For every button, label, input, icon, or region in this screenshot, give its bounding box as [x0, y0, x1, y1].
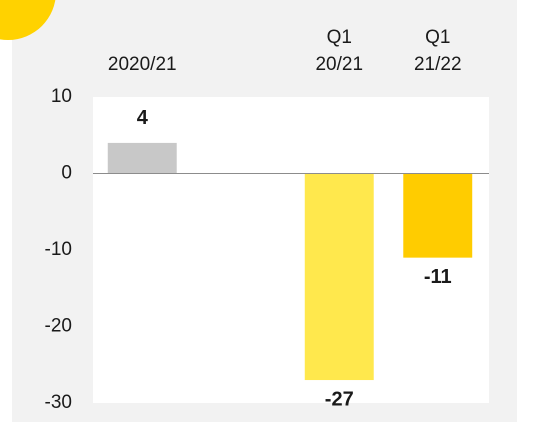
decor-circle — [0, 0, 56, 40]
value-label: 4 — [137, 107, 149, 129]
y-tick-label: -20 — [45, 316, 72, 337]
value-label: -11 — [424, 266, 452, 288]
y-tick-label: 10 — [51, 86, 72, 107]
y-tick-label: -30 — [45, 392, 72, 413]
x-tick-label: 2020/21 — [108, 54, 177, 75]
x-tick-label: Q1 20/21 — [315, 27, 363, 75]
y-tick-label: 0 — [61, 163, 72, 184]
bar — [107, 142, 177, 174]
y-tick-label: -10 — [45, 239, 72, 260]
bar — [304, 173, 374, 381]
bar — [403, 173, 473, 258]
value-label: -27 — [325, 388, 354, 410]
x-tick-label: Q1 21/22 — [414, 27, 462, 75]
